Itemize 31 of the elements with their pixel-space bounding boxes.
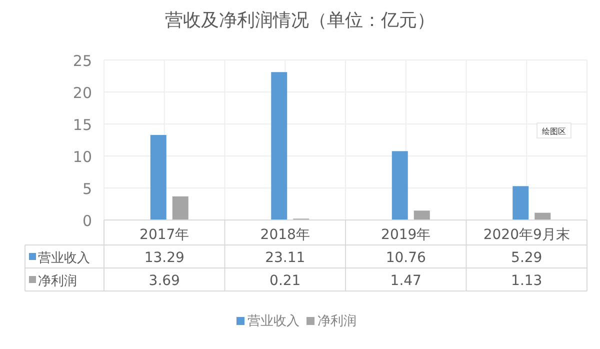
x-tick-label: 2017年: [140, 227, 190, 243]
data-label: 13.29: [144, 250, 184, 266]
legend-label: 营业收入: [38, 251, 90, 266]
bar: [150, 134, 166, 220]
chart-title: 营收及净利润情况（单位：亿元）: [165, 10, 435, 31]
data-label: 23.11: [265, 250, 306, 266]
bar: [392, 151, 408, 220]
text: 营业收入: [248, 314, 300, 329]
bar: [534, 212, 551, 220]
y-tick-label: 15: [72, 116, 92, 134]
bar: [271, 72, 288, 220]
legend-label: 净利润: [318, 314, 356, 329]
data-label: 5.29: [511, 250, 542, 266]
bar: [414, 210, 430, 220]
y-tick-label: 5: [82, 180, 92, 198]
text: 净利润: [38, 274, 77, 289]
y-tick-label: 0: [82, 212, 92, 230]
x-tick-label: 2018年: [260, 227, 310, 243]
data-label: 1.13: [511, 273, 542, 289]
y-tick-label: 10: [72, 148, 92, 166]
y-tick-label: 20: [72, 84, 92, 102]
data-label: 10.76: [386, 250, 426, 266]
data-label: 1.47: [390, 273, 422, 289]
x-tick-label: 2020年9月末: [483, 227, 570, 243]
data-label: 0.21: [270, 273, 301, 289]
bar: [512, 186, 529, 220]
annotation: 绘图区: [542, 127, 566, 136]
data-label: 3.69: [148, 273, 180, 289]
y-tick-label: 25: [72, 52, 92, 70]
bar: [172, 196, 188, 220]
x-tick-label: 2019年: [381, 227, 431, 243]
